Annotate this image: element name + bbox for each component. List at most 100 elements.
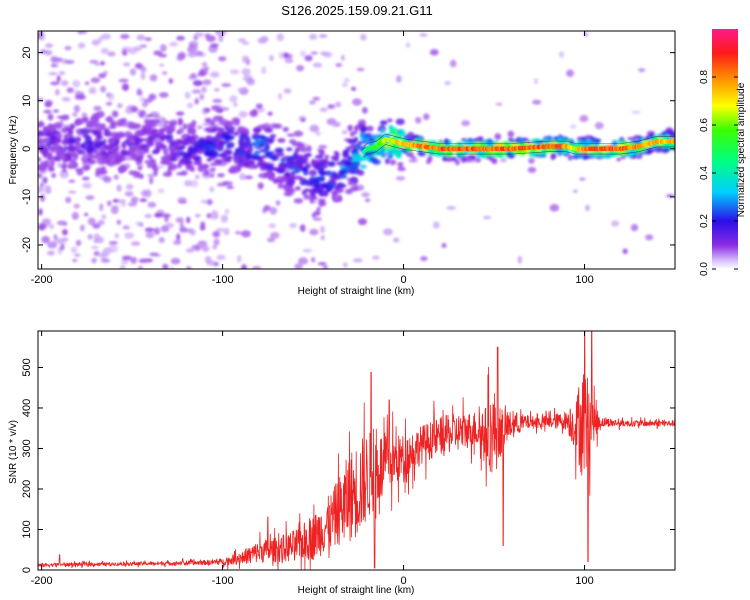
heatmap-cell bbox=[340, 184, 347, 188]
heatmap-cell bbox=[168, 78, 173, 84]
heatmap-cell bbox=[572, 189, 578, 193]
heatmap-cell bbox=[241, 55, 249, 64]
heatmap-cell bbox=[393, 148, 401, 156]
heatmap-cell bbox=[204, 151, 212, 157]
heatmap-cell bbox=[302, 248, 313, 253]
heatmap-cell bbox=[69, 147, 76, 152]
heatmap-cell bbox=[257, 37, 267, 44]
heatmap-cell bbox=[310, 51, 318, 55]
snr-panel: -200 -100 0 100 0 100 200 300 400 500 Height of … bbox=[8, 330, 676, 596]
heatmap-cell bbox=[441, 242, 447, 248]
heatmap-cell bbox=[195, 50, 204, 57]
heatmap-cell bbox=[300, 118, 306, 122]
heatmap-cell bbox=[284, 171, 291, 178]
heatmap-cell bbox=[111, 110, 119, 118]
heatmap-cell bbox=[61, 237, 69, 242]
heatmap-cell bbox=[201, 86, 207, 93]
heatmap-cell bbox=[333, 150, 339, 155]
heatmap-cell bbox=[177, 117, 184, 126]
heatmap-cell bbox=[423, 113, 430, 121]
heatmap-cell bbox=[649, 133, 655, 138]
heatmap-cell bbox=[144, 227, 155, 233]
heatmap-cell bbox=[185, 166, 195, 171]
heatmap-cell bbox=[121, 46, 132, 53]
heatmap-cell bbox=[158, 236, 165, 244]
heatmap-cell bbox=[176, 172, 185, 176]
heatmap-cell bbox=[146, 154, 153, 159]
heatmap-cell bbox=[212, 244, 217, 250]
heatmap-cell bbox=[299, 224, 306, 233]
heatmap-cell bbox=[324, 154, 330, 159]
heatmap-cell bbox=[134, 130, 144, 137]
heatmap-cell bbox=[61, 168, 67, 173]
heatmap-cell bbox=[137, 265, 143, 269]
heatmap-cell bbox=[66, 87, 74, 93]
heatmap-cell bbox=[58, 71, 66, 76]
heatmap-cell bbox=[551, 152, 557, 159]
heatmap-cell bbox=[336, 161, 345, 166]
heatmap-cell bbox=[312, 96, 321, 101]
heatmap-cell bbox=[46, 250, 56, 256]
spectrogram-y-tick-label: 20 bbox=[21, 47, 33, 59]
heatmap-cell bbox=[174, 146, 184, 151]
heatmap-cell bbox=[492, 158, 498, 165]
heatmap-cell bbox=[60, 165, 67, 169]
heatmap-cell bbox=[106, 200, 112, 207]
heatmap-cell bbox=[90, 77, 101, 84]
heatmap-cell bbox=[384, 158, 390, 165]
heatmap-cell bbox=[221, 83, 232, 88]
heatmap-cell bbox=[454, 158, 460, 166]
heatmap-cell bbox=[395, 118, 405, 126]
heatmap-cell bbox=[622, 248, 628, 255]
heatmap-cell bbox=[166, 127, 172, 134]
heatmap-cell bbox=[145, 231, 155, 239]
heatmap-cell bbox=[249, 109, 259, 118]
heatmap-cell bbox=[495, 102, 503, 106]
heatmap-cell bbox=[107, 140, 116, 144]
heatmap-cell bbox=[494, 133, 502, 141]
heatmap-cell bbox=[215, 228, 225, 232]
heatmap-cell bbox=[166, 168, 172, 176]
heatmap-cell bbox=[138, 258, 149, 264]
heatmap-cell bbox=[68, 137, 75, 144]
heatmap-cell bbox=[314, 162, 321, 170]
heatmap-cell bbox=[238, 111, 248, 118]
heatmap-cell bbox=[194, 32, 204, 38]
heatmap-cell bbox=[213, 158, 223, 166]
heatmap-cell bbox=[155, 146, 161, 154]
heatmap-cell bbox=[269, 231, 280, 239]
heatmap-cell bbox=[335, 63, 343, 67]
heatmap-cell bbox=[474, 157, 482, 163]
heatmap-cell bbox=[206, 158, 213, 162]
heatmap-cell bbox=[196, 125, 203, 130]
heatmap-cell bbox=[357, 218, 368, 226]
heatmap-cell bbox=[55, 137, 62, 142]
heatmap-cell bbox=[176, 233, 181, 241]
heatmap-cell bbox=[210, 128, 217, 133]
spectrogram-y-label: Frequency (Hz) bbox=[8, 116, 19, 185]
heatmap-cell bbox=[352, 258, 363, 263]
snr-y-tick-label: 200 bbox=[21, 480, 33, 498]
heatmap-cell bbox=[50, 56, 58, 63]
heatmap-cell bbox=[645, 234, 654, 241]
heatmap-cell bbox=[147, 173, 156, 178]
heatmap-cell bbox=[193, 161, 202, 166]
heatmap-cell bbox=[127, 201, 138, 207]
heatmap-cell bbox=[278, 164, 287, 169]
heatmap-cell bbox=[91, 39, 101, 46]
heatmap-cell bbox=[175, 217, 184, 223]
heatmap-cell bbox=[585, 204, 590, 212]
heatmap-background-noise bbox=[38, 31, 675, 269]
heatmap-cell bbox=[290, 187, 296, 194]
heatmap-cell bbox=[304, 55, 313, 62]
heatmap-cell bbox=[296, 141, 304, 148]
heatmap-cell bbox=[334, 101, 342, 108]
heatmap-cell bbox=[39, 194, 46, 202]
heatmap-cell bbox=[593, 138, 602, 143]
heatmap-cell bbox=[276, 33, 285, 42]
heatmap-cell bbox=[289, 222, 297, 229]
heatmap-cell bbox=[210, 141, 217, 149]
heatmap-cell bbox=[152, 167, 159, 172]
heatmap-ridge-cell bbox=[672, 139, 675, 144]
colorbar-gradient bbox=[712, 29, 738, 269]
